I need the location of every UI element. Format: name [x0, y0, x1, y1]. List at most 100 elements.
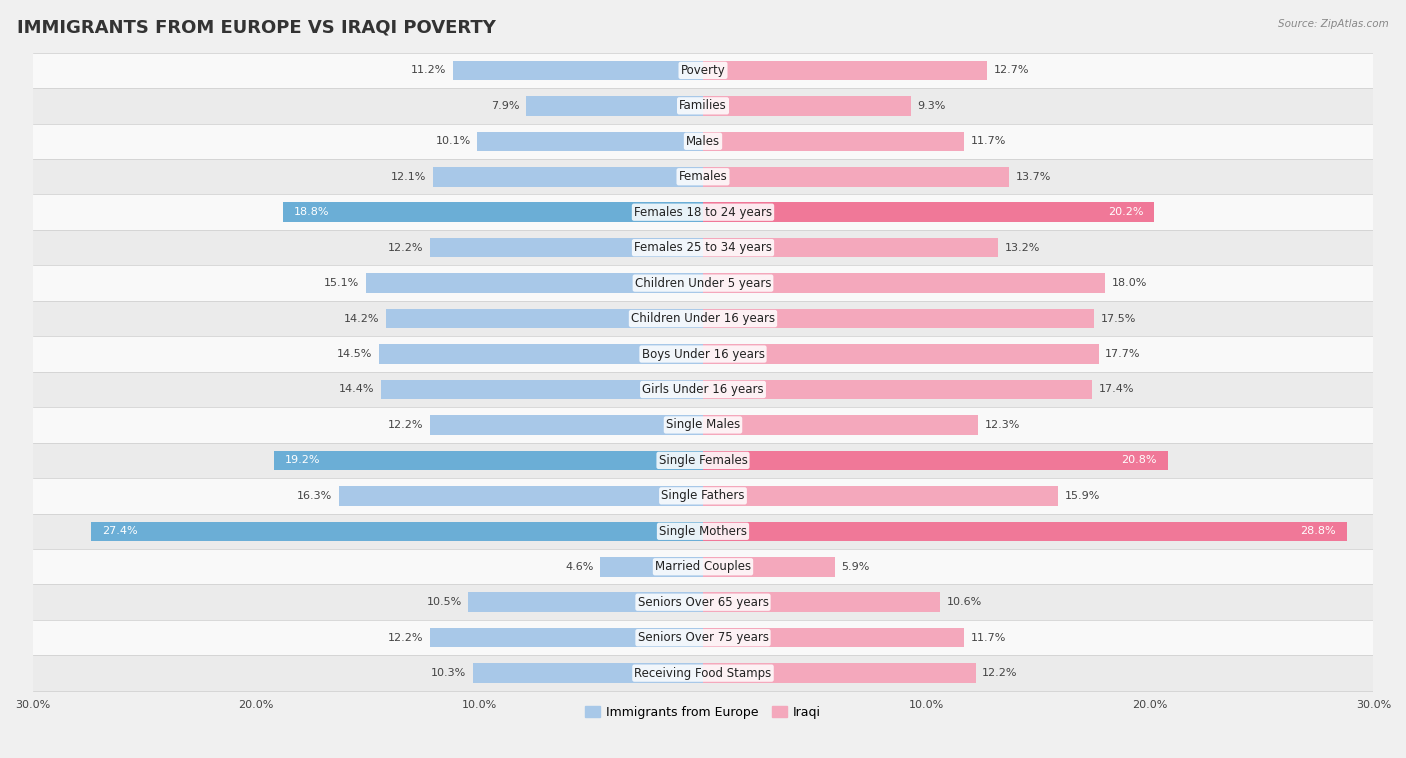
- Text: 15.9%: 15.9%: [1064, 491, 1101, 501]
- Bar: [703, 522, 1347, 541]
- Text: 13.2%: 13.2%: [1005, 243, 1040, 252]
- Text: 17.5%: 17.5%: [1101, 314, 1136, 324]
- Text: 27.4%: 27.4%: [101, 526, 138, 537]
- Text: 5.9%: 5.9%: [842, 562, 870, 572]
- Text: Children Under 5 years: Children Under 5 years: [634, 277, 772, 290]
- Bar: [703, 344, 1098, 364]
- Bar: [703, 557, 835, 577]
- Text: 20.2%: 20.2%: [1108, 207, 1143, 218]
- Bar: [0, 301, 1406, 337]
- Text: 9.3%: 9.3%: [918, 101, 946, 111]
- Text: Seniors Over 65 years: Seniors Over 65 years: [637, 596, 769, 609]
- Text: 11.7%: 11.7%: [972, 633, 1007, 643]
- Text: 18.8%: 18.8%: [294, 207, 329, 218]
- Bar: [703, 61, 987, 80]
- Bar: [0, 443, 1406, 478]
- Text: 4.6%: 4.6%: [565, 562, 593, 572]
- Bar: [0, 514, 1406, 549]
- Text: Males: Males: [686, 135, 720, 148]
- Text: 7.9%: 7.9%: [491, 101, 520, 111]
- Bar: [0, 265, 1406, 301]
- Text: Children Under 16 years: Children Under 16 years: [631, 312, 775, 325]
- Bar: [0, 88, 1406, 124]
- Bar: [91, 522, 703, 541]
- Text: 10.5%: 10.5%: [426, 597, 461, 607]
- Text: Single Fathers: Single Fathers: [661, 490, 745, 503]
- Bar: [381, 380, 703, 399]
- Bar: [430, 628, 703, 647]
- Bar: [703, 96, 911, 115]
- Text: Females: Females: [679, 171, 727, 183]
- Text: 10.1%: 10.1%: [436, 136, 471, 146]
- Text: Females 18 to 24 years: Females 18 to 24 years: [634, 205, 772, 219]
- Bar: [703, 238, 998, 258]
- Text: 11.2%: 11.2%: [411, 65, 446, 75]
- Text: 12.2%: 12.2%: [983, 668, 1018, 678]
- Text: 12.2%: 12.2%: [388, 243, 423, 252]
- Bar: [0, 584, 1406, 620]
- Bar: [0, 337, 1406, 371]
- Bar: [0, 52, 1406, 88]
- Text: Married Couples: Married Couples: [655, 560, 751, 573]
- Text: 17.4%: 17.4%: [1098, 384, 1135, 394]
- Text: 12.7%: 12.7%: [994, 65, 1029, 75]
- Text: 14.4%: 14.4%: [339, 384, 374, 394]
- Bar: [0, 656, 1406, 691]
- Text: 14.2%: 14.2%: [343, 314, 380, 324]
- Bar: [703, 380, 1092, 399]
- Text: Single Mothers: Single Mothers: [659, 525, 747, 538]
- Bar: [600, 557, 703, 577]
- Text: 10.3%: 10.3%: [430, 668, 467, 678]
- Bar: [468, 593, 703, 612]
- Bar: [433, 167, 703, 186]
- Bar: [703, 593, 939, 612]
- Bar: [703, 202, 1154, 222]
- Bar: [472, 663, 703, 683]
- Text: Single Males: Single Males: [666, 418, 740, 431]
- Text: 15.1%: 15.1%: [323, 278, 359, 288]
- Text: 11.7%: 11.7%: [972, 136, 1007, 146]
- Bar: [274, 451, 703, 470]
- Bar: [380, 344, 703, 364]
- Text: 12.2%: 12.2%: [388, 420, 423, 430]
- Text: Families: Families: [679, 99, 727, 112]
- Bar: [430, 415, 703, 434]
- Bar: [385, 309, 703, 328]
- Text: 19.2%: 19.2%: [285, 456, 321, 465]
- Text: 16.3%: 16.3%: [297, 491, 332, 501]
- Bar: [0, 620, 1406, 656]
- Bar: [477, 132, 703, 151]
- Bar: [703, 274, 1105, 293]
- Text: 28.8%: 28.8%: [1299, 526, 1336, 537]
- Bar: [0, 230, 1406, 265]
- Bar: [453, 61, 703, 80]
- Bar: [703, 628, 965, 647]
- Bar: [430, 238, 703, 258]
- Bar: [703, 663, 976, 683]
- Bar: [0, 124, 1406, 159]
- Bar: [703, 415, 977, 434]
- Text: 12.1%: 12.1%: [391, 172, 426, 182]
- Bar: [0, 159, 1406, 195]
- Bar: [0, 549, 1406, 584]
- Text: 18.0%: 18.0%: [1112, 278, 1147, 288]
- Text: 13.7%: 13.7%: [1017, 172, 1052, 182]
- Bar: [703, 486, 1059, 506]
- Text: 12.2%: 12.2%: [388, 633, 423, 643]
- Bar: [526, 96, 703, 115]
- Bar: [0, 478, 1406, 514]
- Text: Receiving Food Stamps: Receiving Food Stamps: [634, 666, 772, 680]
- Text: Source: ZipAtlas.com: Source: ZipAtlas.com: [1278, 19, 1389, 29]
- Text: Seniors Over 75 years: Seniors Over 75 years: [637, 631, 769, 644]
- Text: IMMIGRANTS FROM EUROPE VS IRAQI POVERTY: IMMIGRANTS FROM EUROPE VS IRAQI POVERTY: [17, 19, 496, 37]
- Text: 14.5%: 14.5%: [337, 349, 373, 359]
- Text: Boys Under 16 years: Boys Under 16 years: [641, 347, 765, 361]
- Text: 20.8%: 20.8%: [1121, 456, 1157, 465]
- Text: Single Females: Single Females: [658, 454, 748, 467]
- Bar: [703, 132, 965, 151]
- Legend: Immigrants from Europe, Iraqi: Immigrants from Europe, Iraqi: [581, 700, 825, 724]
- Bar: [703, 451, 1168, 470]
- Bar: [0, 195, 1406, 230]
- Bar: [339, 486, 703, 506]
- Text: Girls Under 16 years: Girls Under 16 years: [643, 383, 763, 396]
